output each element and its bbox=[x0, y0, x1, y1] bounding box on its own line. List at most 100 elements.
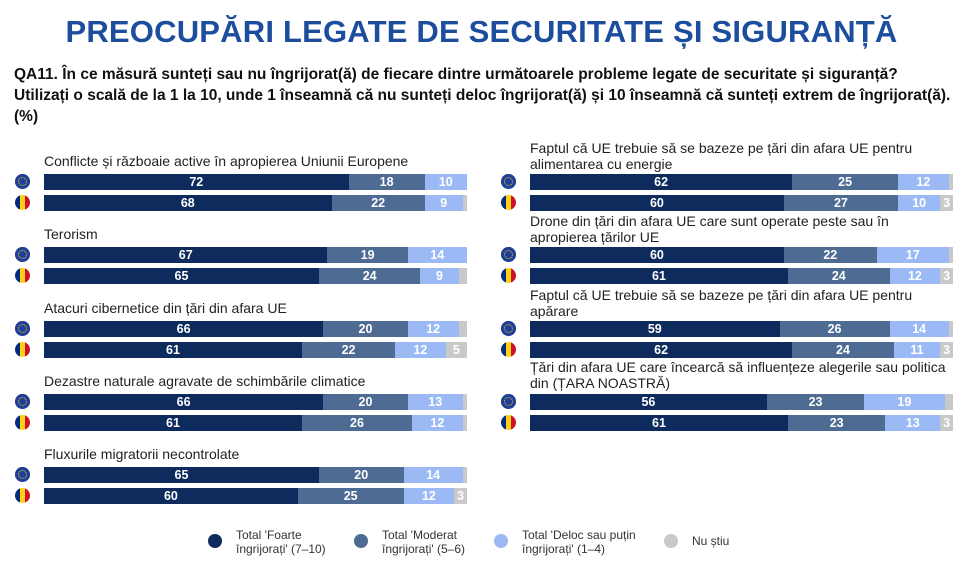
segment-moderate: 22 bbox=[783, 247, 877, 263]
ro-bar: 65 24 9 bbox=[44, 268, 467, 284]
segment-notmuch: 10 bbox=[898, 195, 941, 211]
item-label: Faptul că UE trebuie să se bazeze pe țăr… bbox=[530, 140, 913, 172]
segment-very: 68 bbox=[44, 195, 332, 211]
segment-very: 61 bbox=[44, 415, 303, 431]
romania-flag-icon bbox=[501, 268, 516, 283]
ro-bar: 61 24 12 3 bbox=[530, 268, 953, 284]
romania-flag-icon bbox=[501, 342, 516, 357]
legend-item-notmuch: Total 'Deloc sau puțin îngrijorați' (1–4… bbox=[494, 528, 652, 556]
segment-dontknow bbox=[948, 247, 953, 263]
legend-item-dontknow: Nu știu bbox=[664, 528, 729, 548]
question-text: QA11. În ce măsură sunteți sau nu îngrij… bbox=[14, 66, 951, 125]
eu-flag-icon bbox=[15, 247, 30, 262]
eu-bar: 66 20 12 bbox=[44, 321, 467, 337]
segment-dontknow: 3 bbox=[940, 415, 953, 431]
legend-label: Nu știu bbox=[692, 534, 730, 548]
romania-flag-icon bbox=[15, 415, 30, 430]
segment-very: 61 bbox=[530, 268, 789, 284]
item-label: Fluxurile migratorii necontrolate bbox=[44, 446, 240, 462]
segment-notmuch: 12 bbox=[889, 268, 941, 284]
segment-moderate: 23 bbox=[788, 415, 886, 431]
eu-bar: 66 20 13 bbox=[44, 394, 467, 410]
legend-label: Total 'Deloc sau puțin îngrijorați' (1–4… bbox=[522, 528, 636, 556]
segment-dontknow bbox=[948, 321, 953, 337]
legend-item-moderate: Total 'Moderat îngrijorați' (5–6) bbox=[354, 528, 492, 556]
segment-moderate: 25 bbox=[297, 488, 404, 504]
segment-dontknow bbox=[462, 394, 467, 410]
ro-bar: 61 26 12 bbox=[44, 415, 467, 431]
eu-bar: 65 20 14 bbox=[44, 467, 467, 483]
segment-moderate: 25 bbox=[792, 174, 898, 190]
segment-dontknow: 3 bbox=[454, 488, 467, 504]
segment-notmuch: 10 bbox=[424, 174, 467, 190]
eu-flag-icon bbox=[501, 321, 516, 336]
segment-very: 62 bbox=[530, 174, 793, 190]
segment-very: 61 bbox=[530, 415, 789, 431]
segment-notmuch: 9 bbox=[420, 268, 459, 284]
eu-flag-icon bbox=[501, 247, 516, 262]
item-label: Țări din afara UE care încearcă să influ… bbox=[530, 359, 946, 391]
segment-notmuch: 12 bbox=[395, 342, 446, 358]
segment-notmuch: 17 bbox=[876, 247, 949, 263]
segment-dontknow: 3 bbox=[940, 195, 953, 211]
segment-notmuch: 13 bbox=[885, 415, 941, 431]
segment-very: 66 bbox=[44, 321, 324, 337]
segment-moderate: 20 bbox=[318, 467, 404, 483]
segment-moderate: 27 bbox=[783, 195, 898, 211]
segment-very: 60 bbox=[530, 247, 784, 263]
segment-very: 67 bbox=[44, 247, 328, 263]
segment-moderate: 24 bbox=[318, 268, 421, 284]
romania-flag-icon bbox=[501, 195, 516, 210]
segment-notmuch: 12 bbox=[411, 415, 463, 431]
segment-dontknow bbox=[944, 394, 953, 410]
romania-flag-icon bbox=[501, 415, 516, 430]
ro-bar: 61 23 13 3 bbox=[530, 415, 953, 431]
segment-notmuch: 14 bbox=[407, 247, 467, 263]
segment-moderate: 23 bbox=[766, 394, 865, 410]
segment-very: 66 bbox=[44, 394, 324, 410]
ro-bar: 68 22 9 bbox=[44, 195, 467, 211]
segment-moderate: 22 bbox=[331, 195, 425, 211]
legend-dot-moderate bbox=[354, 534, 368, 548]
ro-bar: 62 24 11 3 bbox=[530, 342, 953, 358]
segment-dontknow bbox=[458, 268, 467, 284]
segment-very: 65 bbox=[44, 467, 319, 483]
segment-dontknow bbox=[462, 195, 467, 211]
segment-very: 60 bbox=[530, 195, 784, 211]
segment-very: 65 bbox=[44, 268, 319, 284]
item-label: Conflicte și războaie active în apropier… bbox=[44, 153, 409, 169]
segment-dontknow bbox=[462, 467, 467, 483]
ro-bar: 60 27 10 3 bbox=[530, 195, 953, 211]
segment-moderate: 24 bbox=[792, 342, 894, 358]
segment-moderate: 18 bbox=[348, 174, 425, 190]
segment-notmuch: 11 bbox=[893, 342, 941, 358]
eu-bar: 59 26 14 bbox=[530, 321, 953, 337]
segment-moderate: 24 bbox=[788, 268, 890, 284]
eu-flag-icon bbox=[15, 467, 30, 482]
legend-item-very: Total 'Foarte îngrijorați' (7–10) bbox=[208, 528, 351, 556]
segment-moderate: 20 bbox=[323, 394, 408, 410]
segment-dontknow: 3 bbox=[940, 342, 953, 358]
segment-dontknow bbox=[458, 321, 467, 337]
legend-dot-notmuch bbox=[494, 534, 508, 548]
page-title: PREOCUPĂRI LEGATE DE SECURITATE ȘI SIGUR… bbox=[65, 14, 898, 49]
segment-moderate: 20 bbox=[323, 321, 408, 337]
ro-bar: 61 22 12 5 bbox=[44, 342, 467, 358]
segment-very: 59 bbox=[530, 321, 780, 337]
eu-flag-icon bbox=[501, 394, 516, 409]
item-label: Terorism bbox=[44, 226, 98, 242]
segment-very: 61 bbox=[44, 342, 303, 358]
segment-very: 72 bbox=[44, 174, 349, 190]
segment-moderate: 19 bbox=[327, 247, 408, 263]
eu-bar: 56 23 19 bbox=[530, 394, 953, 410]
eu-bar: 72 18 10 bbox=[44, 174, 467, 190]
legend-dot-very bbox=[208, 534, 222, 548]
segment-moderate: 22 bbox=[302, 342, 396, 358]
segment-very: 56 bbox=[530, 394, 767, 410]
segment-notmuch: 12 bbox=[898, 174, 949, 190]
eu-flag-icon bbox=[15, 174, 30, 189]
segment-notmuch: 13 bbox=[407, 394, 463, 410]
segment-notmuch: 12 bbox=[407, 321, 459, 337]
legend-dot-dontknow bbox=[664, 534, 678, 548]
romania-flag-icon bbox=[15, 342, 30, 357]
